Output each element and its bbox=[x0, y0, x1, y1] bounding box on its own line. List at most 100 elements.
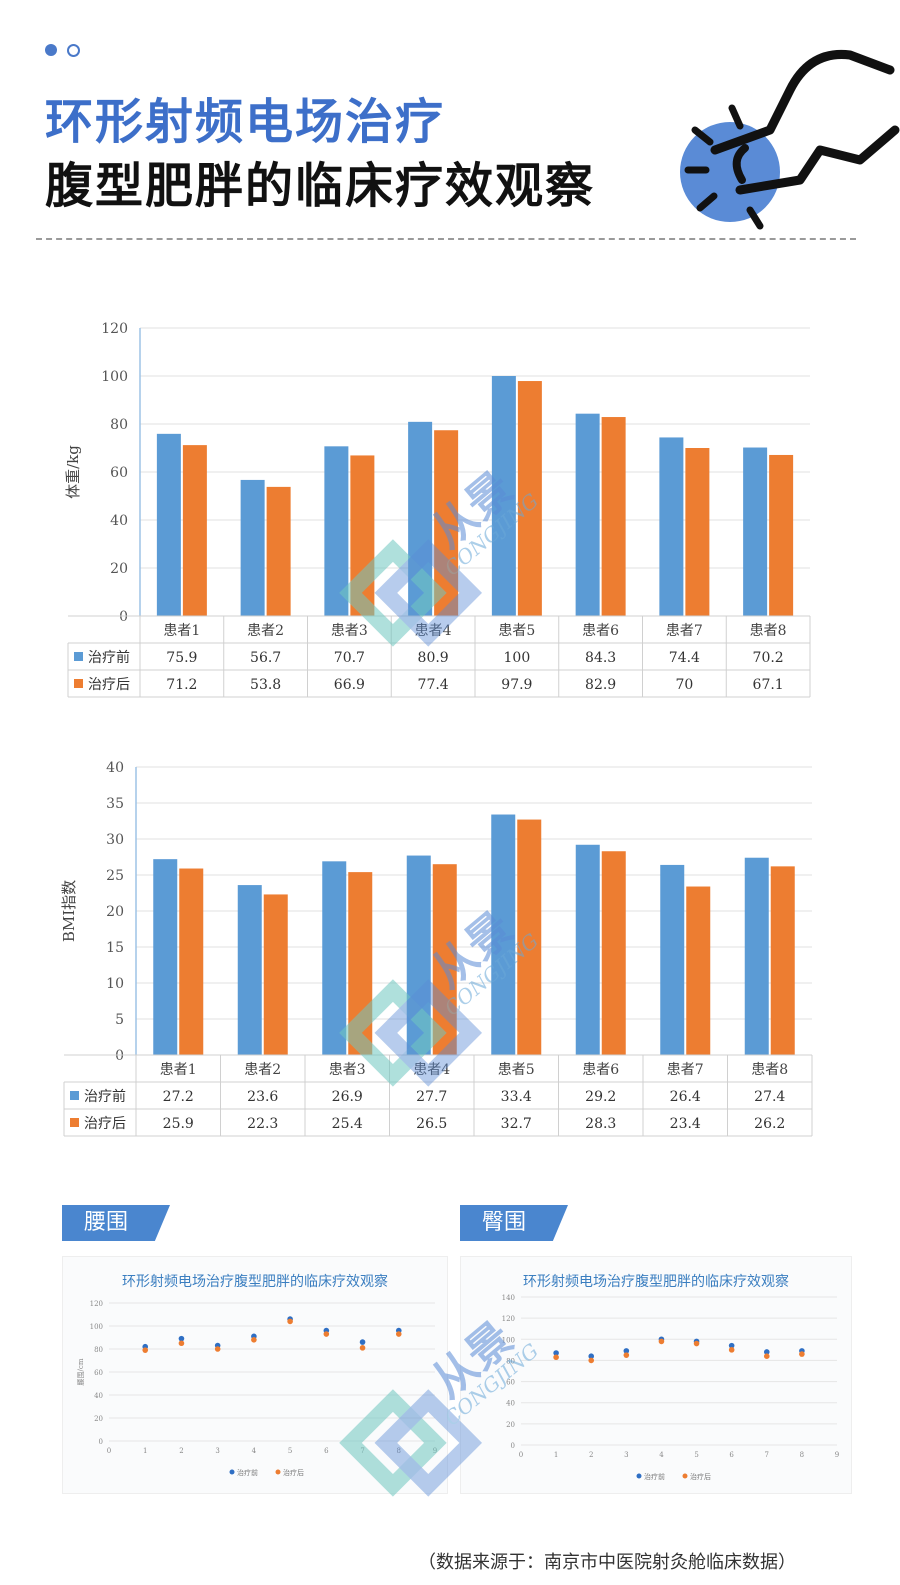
data-label: 75.9 bbox=[166, 650, 197, 666]
y-tick-label: 20 bbox=[110, 561, 128, 577]
y-tick-label: 100 bbox=[101, 369, 128, 385]
x-tick-label: 9 bbox=[433, 1447, 437, 1455]
category-label: 患者4 bbox=[413, 1062, 450, 1078]
y-tick-label: 80 bbox=[506, 1357, 515, 1365]
legend-label: 治疗前 bbox=[88, 649, 130, 666]
y-tick-label: 0 bbox=[119, 609, 128, 625]
y-tick-label: 60 bbox=[110, 465, 128, 481]
point-after-4 bbox=[251, 1337, 257, 1343]
y-tick-label: 15 bbox=[106, 940, 124, 956]
point-after-8 bbox=[395, 1331, 402, 1337]
y-tick-label: 60 bbox=[506, 1379, 515, 1387]
y-tick-label: 25 bbox=[106, 868, 124, 884]
data-label: 80.9 bbox=[418, 650, 449, 666]
filled-dot-icon bbox=[45, 44, 57, 56]
data-label: 22.3 bbox=[247, 1116, 278, 1132]
point-after-1 bbox=[553, 1354, 559, 1361]
legend-marker bbox=[275, 1469, 281, 1475]
bar-before-8 bbox=[744, 857, 769, 1055]
category-label: 患者8 bbox=[751, 1062, 788, 1078]
data-label: 77.4 bbox=[418, 677, 449, 693]
point-after-3 bbox=[214, 1346, 221, 1352]
bar-after-3 bbox=[348, 872, 373, 1055]
y-tick-label: 60 bbox=[94, 1369, 103, 1377]
bar-after-8 bbox=[770, 866, 795, 1055]
legend-swatch bbox=[74, 652, 83, 661]
data-label: 28.3 bbox=[585, 1116, 616, 1132]
bar-before-8 bbox=[743, 447, 768, 616]
category-label: 患者2 bbox=[247, 623, 284, 639]
y-tick-label: 80 bbox=[94, 1346, 103, 1354]
category-label: 患者7 bbox=[666, 623, 703, 639]
x-tick-label: 8 bbox=[800, 1451, 804, 1459]
page-title-line2: 腹型肥胖的临床疗效观察 bbox=[45, 158, 596, 214]
x-tick-label: 1 bbox=[554, 1451, 558, 1459]
data-label: 23.6 bbox=[247, 1089, 278, 1105]
category-label: 患者6 bbox=[582, 1062, 619, 1078]
category-label: 患者3 bbox=[329, 1062, 366, 1078]
x-tick-label: 2 bbox=[589, 1451, 593, 1459]
data-label: 29.2 bbox=[585, 1089, 616, 1105]
ring-dot-icon bbox=[67, 44, 80, 57]
bar-before-1 bbox=[156, 433, 181, 616]
x-tick-label: 7 bbox=[360, 1447, 364, 1455]
point-after-6 bbox=[728, 1347, 735, 1353]
y-tick-label: 5 bbox=[115, 1012, 124, 1028]
legend-swatch bbox=[70, 1091, 79, 1100]
bar-before-7 bbox=[659, 437, 684, 616]
data-label: 66.9 bbox=[334, 677, 365, 693]
bar-after-3 bbox=[350, 455, 375, 616]
data-label: 53.8 bbox=[250, 677, 281, 693]
y-tick-label: 20 bbox=[94, 1415, 103, 1423]
bar-before-6 bbox=[575, 413, 600, 616]
data-label: 74.4 bbox=[669, 650, 700, 666]
data-label: 70 bbox=[675, 677, 693, 693]
y-axis-label: 腰围/cm bbox=[77, 1358, 85, 1385]
data-label: 70.7 bbox=[334, 650, 365, 666]
x-tick-label: 0 bbox=[107, 1447, 111, 1455]
y-tick-label: 0 bbox=[115, 1048, 124, 1064]
x-tick-label: 9 bbox=[835, 1451, 839, 1459]
point-before-1 bbox=[553, 1350, 559, 1356]
bar-after-2 bbox=[263, 894, 288, 1055]
y-tick-label: 120 bbox=[90, 1300, 103, 1308]
data-label: 82.9 bbox=[585, 677, 616, 693]
legend-marker bbox=[229, 1469, 235, 1475]
x-tick-label: 3 bbox=[215, 1447, 219, 1455]
tab-waist[interactable]: 腰围 bbox=[62, 1205, 170, 1241]
bar-after-1 bbox=[179, 868, 204, 1055]
bar-after-2 bbox=[266, 486, 291, 616]
legend-marker bbox=[636, 1473, 642, 1479]
point-before-2 bbox=[588, 1353, 595, 1359]
bar-after-5 bbox=[517, 819, 542, 1055]
data-label: 67.1 bbox=[753, 677, 784, 693]
category-label: 患者8 bbox=[750, 623, 787, 639]
tab-hip[interactable]: 臀围 bbox=[460, 1205, 568, 1241]
point-before-6 bbox=[728, 1342, 735, 1349]
point-before-7 bbox=[763, 1349, 770, 1355]
bar-after-7 bbox=[686, 886, 711, 1055]
point-after-5 bbox=[287, 1318, 293, 1325]
x-tick-label: 2 bbox=[179, 1447, 183, 1455]
y-tick-label: 140 bbox=[502, 1294, 515, 1302]
x-tick-label: 1 bbox=[143, 1447, 147, 1455]
data-label: 27.4 bbox=[754, 1089, 785, 1105]
legend-swatch bbox=[74, 679, 83, 688]
legend-label: 治疗后 bbox=[690, 1472, 711, 1481]
data-label: 33.4 bbox=[501, 1089, 532, 1105]
bar-after-6 bbox=[601, 851, 626, 1055]
data-label: 26.2 bbox=[754, 1116, 785, 1132]
bar-after-7 bbox=[685, 448, 710, 616]
category-label: 患者4 bbox=[415, 623, 452, 639]
y-tick-label: 40 bbox=[94, 1392, 103, 1400]
x-tick-label: 3 bbox=[624, 1451, 628, 1459]
data-label: 71.2 bbox=[166, 677, 197, 693]
x-tick-label: 4 bbox=[659, 1451, 664, 1459]
bar-before-7 bbox=[660, 864, 685, 1055]
data-label: 32.7 bbox=[501, 1116, 532, 1132]
y-tick-label: 0 bbox=[99, 1438, 103, 1446]
category-label: 患者2 bbox=[244, 1062, 281, 1078]
data-label: 25.4 bbox=[332, 1116, 363, 1132]
y-tick-label: 100 bbox=[502, 1336, 515, 1344]
x-tick-label: 4 bbox=[252, 1447, 257, 1455]
